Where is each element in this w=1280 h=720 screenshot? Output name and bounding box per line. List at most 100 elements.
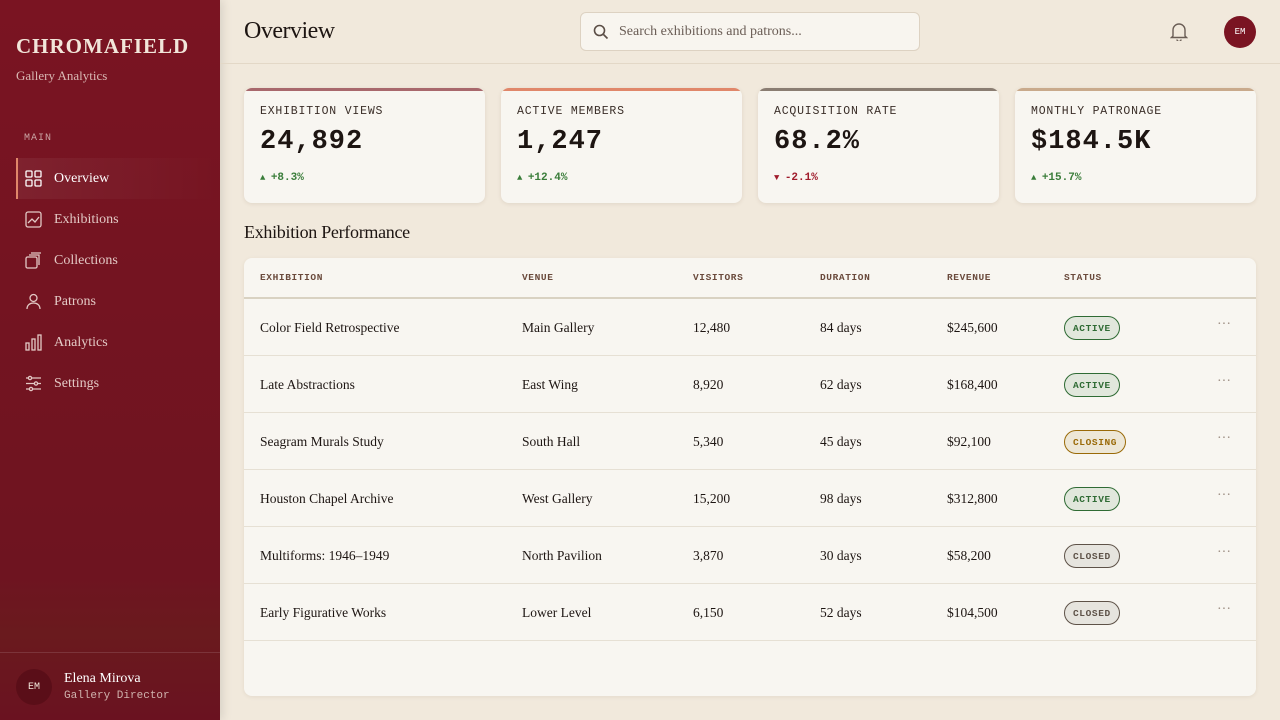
kpi-value: 24,892 — [260, 127, 364, 157]
table-row: Seagram Murals Study South Hall 5,340 45 da… — [244, 413, 1256, 470]
table-row: Multiforms: 1946–1949 North Pavilion 3,870… — [244, 527, 1256, 584]
cell-revenue: $312,800 — [947, 491, 998, 506]
table: EXHIBITION VENUE VISITORS DURATION REVENUE ST… — [244, 258, 1256, 696]
kpi-label: ACTIVE MEMBERS — [517, 105, 625, 118]
trend-arrow: ▲ — [260, 173, 271, 183]
cell-revenue: $168,400 — [947, 377, 998, 392]
cell-duration: 84 days — [820, 320, 862, 335]
nav-item[interactable]: Collections — [16, 240, 220, 281]
kpi-label: ACQUISITION RATE — [774, 105, 898, 118]
row-menu[interactable]: ··· — [1217, 431, 1231, 446]
cell-revenue: $104,500 — [947, 605, 998, 620]
status-badge: CLOSING — [1064, 430, 1127, 454]
kpi-value: $184.5K — [1031, 127, 1152, 157]
table-row: Late Abstractions East Wing 8,920 62 days $1… — [244, 356, 1256, 413]
cell-duration: 62 days — [820, 377, 862, 392]
cell-exhibition: Seagram Murals Study — [260, 434, 384, 449]
cell-duration: 45 days — [820, 434, 862, 449]
cell-revenue: $245,600 — [947, 320, 998, 335]
kpi-change: ▲ +8.3% — [260, 172, 304, 184]
kpi-card: ACTIVE MEMBERS 1,247 ▲ +12.4% — [501, 88, 742, 203]
cell-venue: East Wing — [522, 377, 578, 392]
kpi-card: ACQUISITION RATE 68.2% ▼ -2.1% — [758, 88, 999, 203]
status-badge: ACTIVE — [1064, 487, 1120, 511]
kpi-accent — [1015, 88, 1256, 91]
nav-item[interactable]: Patrons — [16, 281, 220, 322]
row-menu[interactable]: ··· — [1217, 602, 1231, 617]
cell-exhibition: Color Field Retrospective — [260, 320, 400, 335]
cell-venue: South Hall — [522, 434, 581, 449]
column-header: REVENUE — [947, 272, 992, 283]
sidebar: CHROMAFIELD Gallery Analytics MAIN Overv… — [0, 0, 220, 720]
status-badge: CLOSED — [1064, 544, 1120, 568]
kpi-change-text: +15.7% — [1041, 172, 1082, 184]
cell-visitors: 8,920 — [693, 377, 724, 392]
nav-label: Overview — [54, 170, 110, 186]
nav-item[interactable]: Settings — [16, 363, 220, 404]
avatar[interactable]: EM — [1224, 16, 1256, 48]
user-name: Elena Mirova — [64, 671, 141, 686]
header-rule — [244, 297, 1256, 299]
status-badge: ACTIVE — [1064, 316, 1120, 340]
kpi-value: 1,247 — [517, 127, 604, 157]
nav-section: MAIN — [24, 133, 53, 144]
kpi-change-text: +12.4% — [527, 172, 568, 184]
brand: CHROMAFIELD — [16, 34, 190, 58]
trend-arrow: ▲ — [517, 173, 528, 183]
row-menu[interactable]: ··· — [1217, 488, 1231, 503]
cell-venue: Main Gallery — [522, 320, 595, 335]
column-header: STATUS — [1064, 272, 1102, 283]
trend-arrow: ▼ — [774, 173, 785, 183]
kpi-accent — [244, 88, 485, 91]
nav-label: Analytics — [54, 334, 108, 350]
nav-label: Exhibitions — [54, 211, 119, 227]
cell-venue: West Gallery — [522, 491, 593, 506]
search[interactable]: Search exhibitions and patrons... — [580, 12, 920, 51]
user-avatar: EM — [16, 669, 52, 705]
status-badge: ACTIVE — [1064, 373, 1120, 397]
cell-exhibition: Houston Chapel Archive — [260, 491, 394, 506]
kpi-accent — [501, 88, 742, 91]
table-row: Early Figurative Works Lower Level 6,150 52… — [244, 584, 1256, 641]
row-menu[interactable]: ··· — [1217, 545, 1231, 560]
cell-duration: 98 days — [820, 491, 862, 506]
cell-visitors: 3,870 — [693, 548, 724, 563]
status-badge: CLOSED — [1064, 601, 1120, 625]
user-panel: EM Elena Mirova Gallery Director — [0, 652, 220, 720]
kpi-change-text: +8.3% — [270, 172, 304, 184]
page-title: Overview — [244, 18, 335, 44]
cell-visitors: 5,340 — [693, 434, 724, 449]
nav-label: Patrons — [54, 293, 96, 309]
nav-label: Settings — [54, 375, 100, 391]
kpi-change: ▼ -2.1% — [774, 172, 818, 184]
kpi-accent — [758, 88, 999, 91]
kpi-value: 68.2% — [774, 127, 861, 157]
cell-visitors: 15,200 — [693, 491, 731, 506]
nav-item[interactable]: Analytics — [16, 322, 220, 363]
kpi-label: MONTHLY PATRONAGE — [1031, 105, 1162, 118]
cell-visitors: 12,480 — [693, 320, 731, 335]
section-title: Exhibition Performance — [244, 222, 410, 242]
nav-item[interactable]: Exhibitions — [16, 199, 220, 240]
kpi-card: MONTHLY PATRONAGE $184.5K ▲ +15.7% — [1015, 88, 1256, 203]
cell-revenue: $92,100 — [947, 434, 991, 449]
cell-venue: Lower Level — [522, 605, 592, 620]
table-row: Houston Chapel Archive West Gallery 15,200… — [244, 470, 1256, 527]
kpi-label: EXHIBITION VIEWS — [260, 105, 384, 118]
row-menu[interactable]: ··· — [1217, 374, 1231, 389]
brand-subtitle: Gallery Analytics — [16, 68, 108, 83]
nav-label: Collections — [54, 252, 118, 268]
column-header: VENUE — [522, 272, 554, 283]
cell-revenue: $58,200 — [947, 548, 991, 563]
cell-exhibition: Multiforms: 1946–1949 — [260, 548, 390, 563]
row-menu[interactable]: ··· — [1217, 317, 1231, 332]
notifications[interactable] — [1170, 22, 1188, 41]
topbar: Overview Search exhibitions and patrons.… — [220, 0, 1280, 64]
column-header: VISITORS — [693, 272, 744, 283]
kpi-change-text: -2.1% — [784, 172, 818, 184]
nav-item[interactable]: Overview — [16, 158, 220, 199]
kpi-change: ▲ +12.4% — [517, 172, 567, 184]
cell-exhibition: Early Figurative Works — [260, 605, 387, 620]
